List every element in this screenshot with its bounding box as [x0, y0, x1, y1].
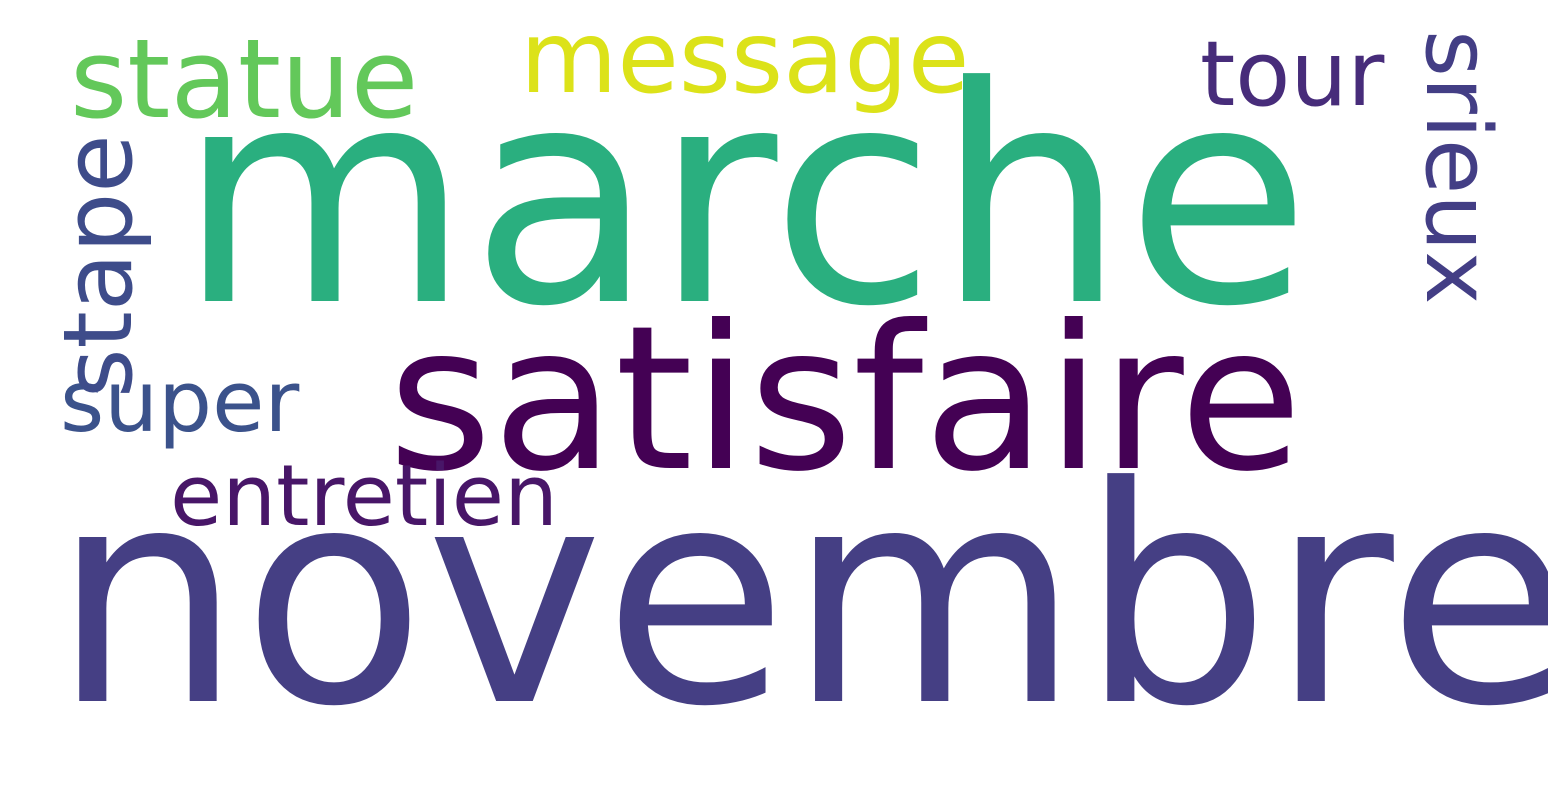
- word-super: super: [60, 353, 300, 452]
- word-novembre: novembre: [52, 423, 1548, 772]
- word-satisfaire: satisfaire: [388, 283, 1303, 516]
- word-srieux: srieux: [1405, 30, 1510, 305]
- word-stape: stape: [44, 134, 154, 398]
- word-message: message: [520, 0, 970, 116]
- word-marche: marche: [178, 23, 1311, 372]
- word-entretien: entretien: [170, 447, 558, 546]
- word-tour: tour: [1200, 22, 1385, 127]
- word-statue: statue: [70, 15, 419, 143]
